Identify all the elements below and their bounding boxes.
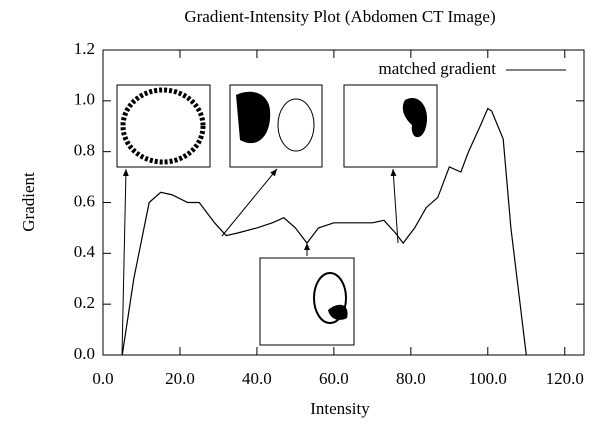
y-tick-label: 0.8	[74, 141, 95, 160]
x-axis-label: Intensity	[310, 399, 370, 418]
y-tick-label: 0.4	[74, 242, 96, 261]
x-tick-label: 80.0	[396, 369, 426, 388]
chart: Gradient-Intensity Plot (Abdomen CT Imag…	[0, 0, 600, 427]
y-tick-label: 0.0	[74, 344, 95, 363]
x-tick-label: 100.0	[469, 369, 507, 388]
x-tick-label: 40.0	[242, 369, 272, 388]
x-tick-label: 120.0	[546, 369, 584, 388]
chart-title: Gradient-Intensity Plot (Abdomen CT Imag…	[184, 7, 495, 26]
x-tick-label: 0.0	[92, 369, 113, 388]
arrow	[122, 169, 126, 355]
y-axis-label: Gradient	[19, 172, 38, 232]
y-tick-label: 0.6	[74, 191, 95, 210]
legend-label: matched gradient	[378, 59, 496, 78]
inset-image	[117, 85, 210, 167]
arrow	[222, 169, 277, 236]
x-tick-label: 20.0	[165, 369, 195, 388]
y-tick-label: 1.0	[74, 90, 95, 109]
insets	[117, 85, 437, 345]
x-tick-label: 60.0	[319, 369, 349, 388]
y-tick-label: 1.2	[74, 39, 95, 58]
inset-image	[260, 258, 354, 345]
y-tick-label: 0.2	[74, 293, 95, 312]
